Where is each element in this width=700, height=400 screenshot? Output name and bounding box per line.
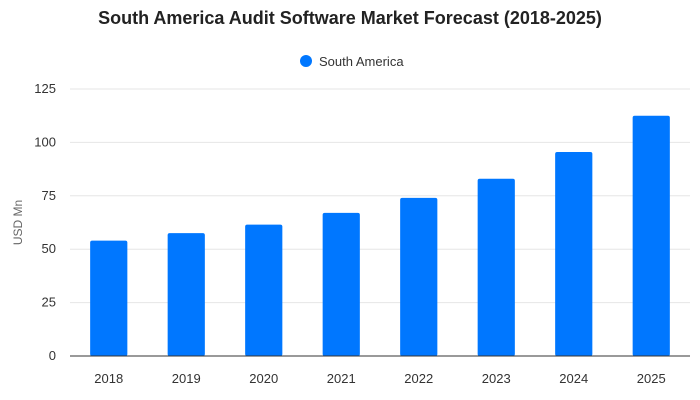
y-tick-label: 50 [42, 241, 56, 256]
legend[interactable]: South America [300, 54, 404, 69]
legend-label: South America [319, 54, 404, 69]
x-tick-label: 2024 [559, 371, 588, 386]
chart-title: South America Audit Software Market Fore… [98, 8, 602, 28]
grid-lines [70, 88, 690, 304]
y-tick-label: 0 [49, 348, 56, 363]
x-tick-label: 2020 [249, 371, 278, 386]
bar-2023[interactable] [477, 178, 515, 356]
x-tick-label: 2025 [637, 371, 666, 386]
bar-2024[interactable] [555, 152, 593, 356]
x-tick-label: 2022 [404, 371, 433, 386]
bar-2021[interactable] [322, 212, 360, 356]
bar-2020[interactable] [245, 224, 283, 356]
x-tick-label: 2019 [172, 371, 201, 386]
bar-2019[interactable] [167, 233, 205, 356]
x-tick-labels: 2018 2019 2020 2021 2022 2023 2024 2025 [94, 371, 665, 386]
bar-2018[interactable] [90, 240, 128, 356]
x-tick-label: 2021 [327, 371, 356, 386]
y-tick-label: 75 [42, 188, 56, 203]
y-tick-labels: 0 25 50 75 100 125 [34, 81, 56, 363]
legend-marker [300, 55, 312, 67]
bar-2025[interactable] [632, 115, 670, 356]
bars [90, 115, 670, 356]
x-tick-label: 2018 [94, 371, 123, 386]
x-tick-label: 2023 [482, 371, 511, 386]
y-axis-title: USD Mn [11, 200, 25, 245]
y-tick-label: 100 [34, 134, 56, 149]
y-tick-label: 25 [42, 295, 56, 310]
bar-2022[interactable] [400, 197, 438, 356]
y-tick-label: 125 [34, 81, 56, 96]
